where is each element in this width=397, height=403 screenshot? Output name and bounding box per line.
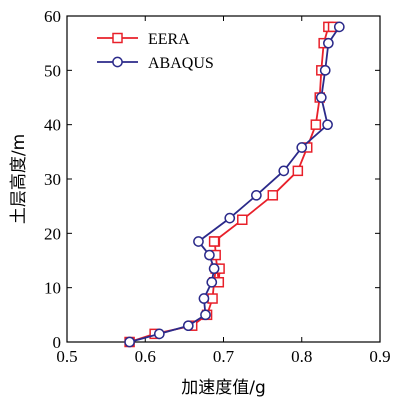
data-point xyxy=(200,309,211,321)
data-point xyxy=(333,21,345,33)
y-tick-label: 20 xyxy=(44,224,61,243)
data-point xyxy=(198,293,210,304)
series-line xyxy=(129,25,333,343)
x-tick-label: 0.8 xyxy=(291,347,312,366)
x-axis-title: 加速度值/g xyxy=(181,378,266,398)
x-tick-label: 0.5 xyxy=(56,347,77,366)
data-point xyxy=(208,236,220,247)
legend-marker xyxy=(112,56,123,68)
legend-label: EERA xyxy=(148,31,190,48)
series-layer xyxy=(124,21,345,348)
y-axis: 0 10 20 30 40 50 60 xyxy=(44,7,380,352)
legend-label: ABAQUS xyxy=(148,55,214,72)
data-point xyxy=(182,320,194,332)
legend-marker xyxy=(112,32,123,44)
y-tick-label: 10 xyxy=(44,279,61,298)
data-point xyxy=(310,119,322,130)
data-point xyxy=(207,293,218,304)
legend: EERA ABAQUS xyxy=(97,31,214,72)
y-tick-label: 0 xyxy=(53,333,62,352)
x-axis: 0.5 0.6 0.7 0.8 0.9 xyxy=(56,16,391,366)
y-tick-label: 60 xyxy=(44,7,61,26)
series-line xyxy=(129,26,341,343)
data-point xyxy=(251,189,262,201)
y-tick-label: 40 xyxy=(44,116,61,135)
data-point xyxy=(224,212,236,224)
data-point xyxy=(153,328,165,340)
x-tick-label: 0.9 xyxy=(369,347,390,366)
series-abaqus xyxy=(124,21,345,348)
data-point xyxy=(319,64,331,76)
x-tick-label: 0.7 xyxy=(213,347,235,366)
data-point xyxy=(267,190,279,201)
data-point xyxy=(292,165,304,177)
data-point xyxy=(296,142,308,153)
legend-item: ABAQUS xyxy=(97,55,214,72)
y-tick-label: 50 xyxy=(44,61,61,80)
data-point xyxy=(204,249,215,261)
data-point xyxy=(278,165,290,177)
y-tick-label: 30 xyxy=(44,170,61,189)
y-axis-title: 土层高度/m xyxy=(9,134,29,224)
data-point xyxy=(323,37,334,49)
data-point xyxy=(206,276,218,288)
data-point xyxy=(237,214,248,225)
data-point xyxy=(193,236,204,247)
x-tick-label: 0.6 xyxy=(135,347,156,366)
data-point xyxy=(124,336,135,348)
data-point xyxy=(315,92,327,103)
data-point xyxy=(208,263,220,274)
data-point xyxy=(322,119,333,131)
legend-item: EERA xyxy=(97,31,190,48)
